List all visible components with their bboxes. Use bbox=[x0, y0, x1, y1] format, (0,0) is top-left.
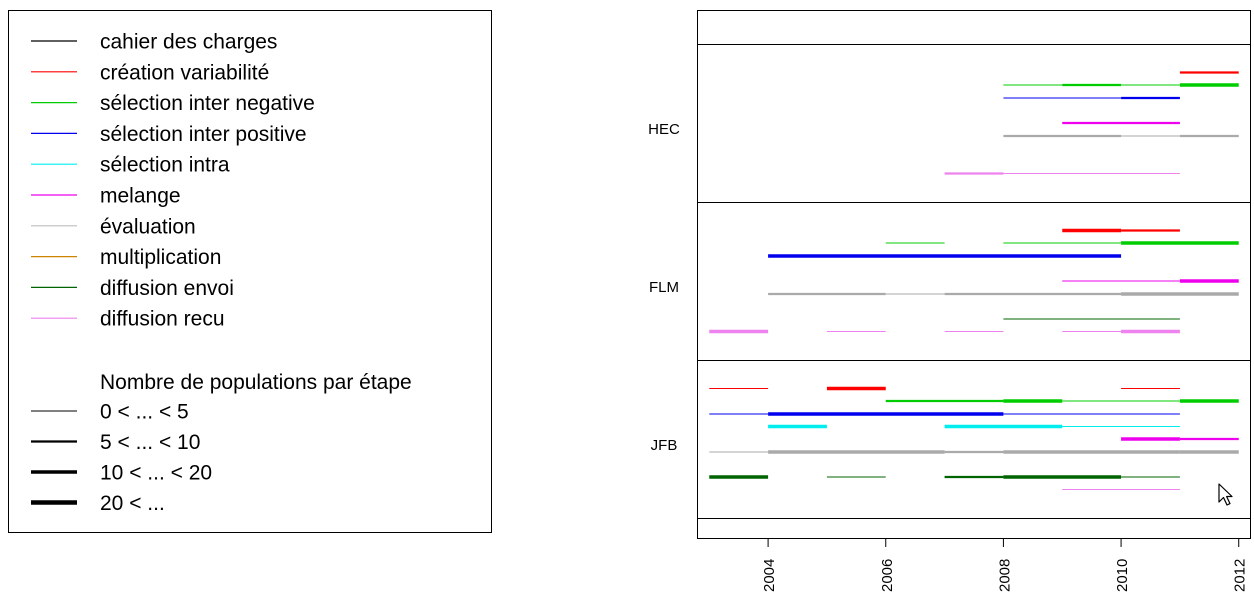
legend-items: cahier des charges création variabilité sé… bbox=[31, 31, 315, 331]
group-label: JFB bbox=[651, 437, 678, 454]
legend-label: sélection inter negative bbox=[100, 92, 315, 115]
plot-area: HEC FLM JFB 2004 2006 2008 2010 2012 bbox=[648, 10, 1251, 592]
legend-size-label: 20 < ... bbox=[100, 492, 165, 515]
group-label: HEC bbox=[648, 121, 680, 138]
group-label: FLM bbox=[649, 279, 679, 296]
legend-label: sélection intra bbox=[100, 154, 230, 177]
legend-size-items: 0 < ... < 5 5 < ... < 10 10 < ... < 20 20 <… bbox=[31, 401, 212, 515]
mouse-cursor-icon bbox=[1218, 483, 1233, 506]
x-axis: 2004 2006 2008 2010 2012 bbox=[761, 538, 1249, 592]
legend-label: diffusion envoi bbox=[100, 277, 234, 300]
legend-label: melange bbox=[100, 185, 181, 208]
x-tick-label: 2006 bbox=[879, 559, 896, 592]
x-tick-label: 2004 bbox=[761, 559, 778, 592]
group-labels: HEC FLM JFB bbox=[648, 121, 680, 454]
panel-dividers bbox=[697, 44, 1251, 519]
legend-size-label: 5 < ... < 10 bbox=[100, 431, 200, 454]
legend: cahier des charges création variabilité sé… bbox=[8, 10, 492, 533]
plot-frame bbox=[697, 10, 1251, 539]
legend-label: évaluation bbox=[100, 215, 196, 238]
legend-label: cahier des charges bbox=[100, 31, 277, 54]
x-tick-label: 2010 bbox=[1114, 559, 1131, 592]
legend-label: diffusion recu bbox=[100, 308, 225, 331]
x-tick-label: 2012 bbox=[1232, 559, 1249, 592]
legend-size-label: 0 < ... < 5 bbox=[100, 401, 189, 424]
legend-size-title: Nombre de populations par étape bbox=[100, 371, 412, 394]
legend-size-label: 10 < ... < 20 bbox=[100, 462, 212, 485]
timeline-segments bbox=[709, 71, 1239, 490]
x-tick-label: 2008 bbox=[996, 559, 1013, 592]
legend-label: création variabilité bbox=[100, 61, 269, 84]
legend-box bbox=[8, 10, 492, 533]
legend-label: multiplication bbox=[100, 246, 221, 269]
legend-label: sélection inter positive bbox=[100, 123, 307, 146]
